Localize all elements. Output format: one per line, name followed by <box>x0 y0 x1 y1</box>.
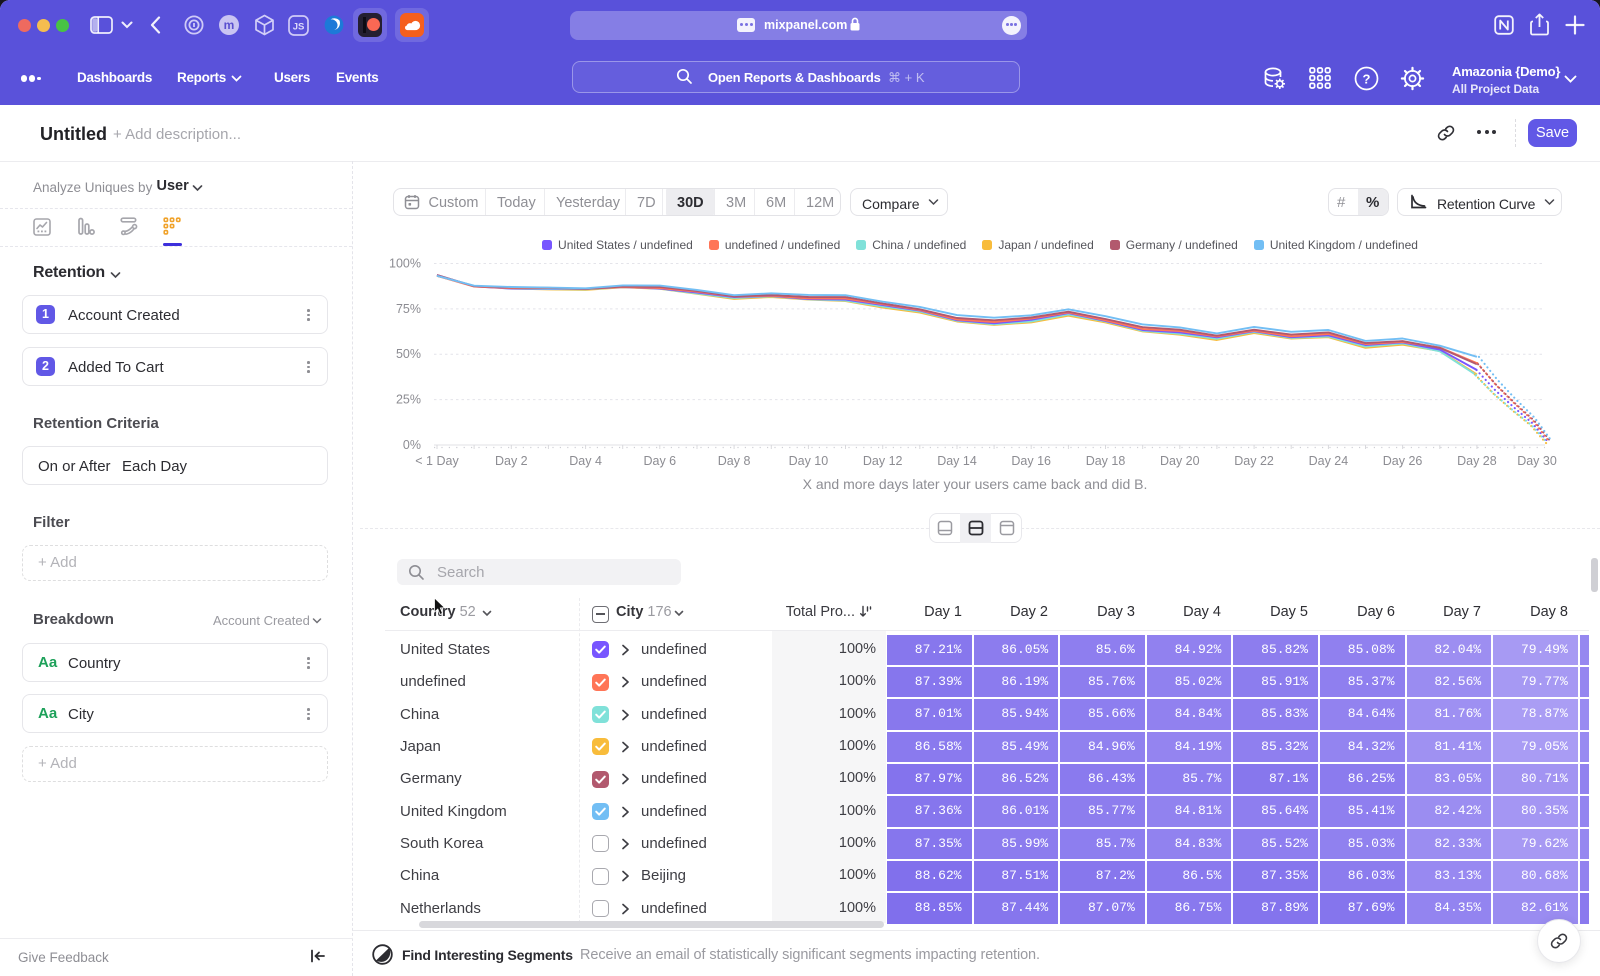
svg-text:?: ? <box>1363 71 1371 86</box>
svg-text:0%: 0% <box>403 438 421 452</box>
svg-text:Day 4: Day 4 <box>569 454 602 468</box>
svg-text:Day 22: Day 22 <box>1234 454 1274 468</box>
svg-text:Day 8: Day 8 <box>718 454 751 468</box>
svg-text:Day 10: Day 10 <box>789 454 829 468</box>
svg-text:75%: 75% <box>396 302 421 316</box>
svg-text:Day 2: Day 2 <box>495 454 528 468</box>
svg-text:Day 28: Day 28 <box>1457 454 1497 468</box>
svg-text:Day 20: Day 20 <box>1160 454 1200 468</box>
svg-text:JS: JS <box>293 22 305 33</box>
svg-text:100%: 100% <box>389 257 421 271</box>
svg-text:Day 26: Day 26 <box>1383 454 1423 468</box>
svg-text:Day 6: Day 6 <box>643 454 676 468</box>
svg-text:Day 14: Day 14 <box>937 454 977 468</box>
svg-text:50%: 50% <box>396 347 421 361</box>
svg-text:Day 18: Day 18 <box>1086 454 1126 468</box>
svg-text:Day 12: Day 12 <box>863 454 903 468</box>
svg-text:< 1 Day: < 1 Day <box>415 454 459 468</box>
svg-text:X and more days later your use: X and more days later your users came ba… <box>803 476 1148 492</box>
svg-text:Day 16: Day 16 <box>1011 454 1051 468</box>
svg-text:Day 24: Day 24 <box>1309 454 1349 468</box>
svg-text:Day 30: Day 30 <box>1517 454 1557 468</box>
svg-text:25%: 25% <box>396 393 421 407</box>
